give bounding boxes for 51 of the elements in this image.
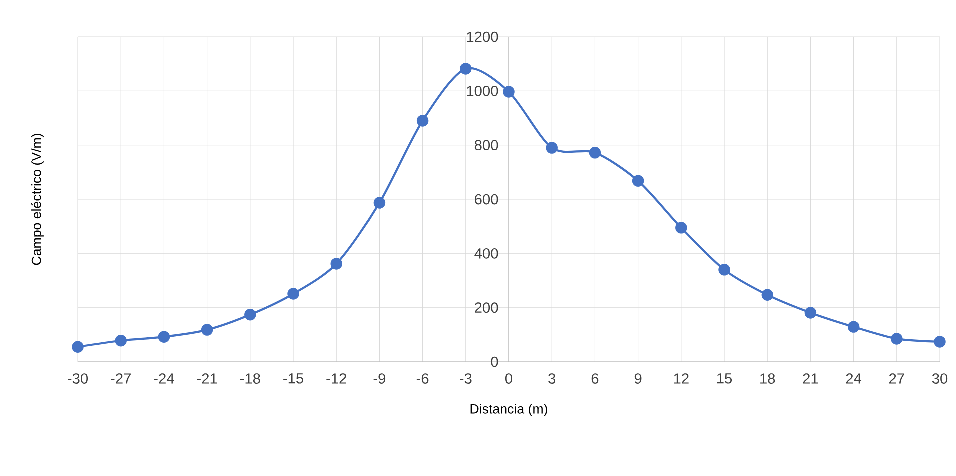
x-tick-label: 24 — [846, 374, 862, 384]
x-tick-label: -12 — [326, 374, 346, 384]
y-axis-title: Campo eléctrico (V/m) — [31, 134, 44, 266]
point — [546, 142, 558, 154]
x-tick-label: -6 — [416, 374, 429, 384]
point — [804, 307, 817, 319]
y-tick-label: 1200 — [467, 32, 498, 42]
y-tick-label: 0 — [491, 356, 498, 368]
point — [891, 333, 903, 345]
point — [762, 289, 774, 301]
point — [416, 115, 429, 127]
point — [115, 335, 127, 347]
x-tick-label: 9 — [634, 374, 642, 384]
x-tick-label: 3 — [548, 374, 556, 384]
x-tick-label: -15 — [284, 374, 304, 384]
x-tick-label: 12 — [674, 374, 689, 384]
y-tick-label: 400 — [474, 248, 498, 259]
point — [330, 258, 342, 270]
point — [718, 264, 730, 276]
x-tick-label: 21 — [803, 374, 818, 384]
point — [201, 324, 214, 336]
point — [503, 86, 515, 98]
x-axis-title: Distancia (m) — [470, 404, 548, 416]
point — [632, 175, 644, 187]
x-tick-label: 18 — [760, 374, 776, 384]
x-tick-label: -9 — [374, 374, 386, 384]
point — [72, 341, 84, 353]
x-tick-label: 6 — [592, 374, 599, 384]
point — [374, 197, 386, 209]
x-tick-label: 27 — [889, 374, 904, 384]
y-tick-label: 600 — [475, 194, 498, 205]
x-tick-label: 15 — [717, 374, 732, 384]
y-tick-label: 200 — [475, 302, 498, 314]
point — [158, 331, 170, 343]
x-tick-label: -24 — [154, 374, 174, 384]
point — [589, 147, 602, 159]
x-tick-label: -3 — [460, 374, 472, 384]
x-tick-label: 30 — [932, 374, 948, 384]
point — [676, 222, 688, 234]
x-tick-label: -30 — [68, 374, 88, 384]
x-tick-label: -21 — [197, 374, 218, 384]
point — [288, 288, 300, 300]
y-tick-label: 1000 — [467, 86, 498, 96]
x-tick-label: 0 — [505, 374, 512, 384]
point — [244, 309, 256, 321]
y-tick-label: 800 — [474, 140, 498, 151]
point — [848, 321, 860, 333]
x-tick-label: -27 — [111, 374, 131, 384]
point — [934, 336, 946, 348]
point — [460, 63, 472, 75]
x-tick-label: -18 — [240, 374, 260, 384]
